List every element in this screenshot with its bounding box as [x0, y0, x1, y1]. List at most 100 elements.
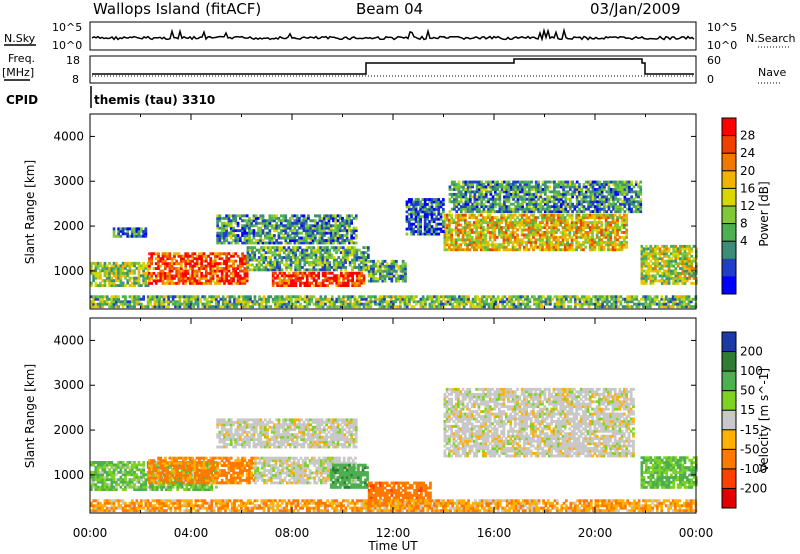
- heatmap-cell: [332, 256, 336, 259]
- heatmap-cell: [407, 205, 411, 209]
- heatmap-cell: [645, 281, 648, 285]
- heatmap-cell: [530, 188, 534, 191]
- heatmap-cell: [612, 200, 615, 204]
- heatmap-cell: [596, 190, 599, 194]
- heatmap-cell: [175, 269, 178, 273]
- heatmap-cell: [421, 232, 425, 236]
- heatmap-cell: [498, 185, 502, 189]
- heatmap-cell: [304, 231, 308, 235]
- heatmap-cell: [320, 216, 324, 220]
- heatmap-cell: [554, 223, 558, 227]
- heatmap-cell: [303, 258, 307, 262]
- heatmap-cell: [268, 221, 272, 225]
- heatmap-cell: [274, 305, 277, 309]
- heatmap-cell: [94, 281, 98, 285]
- heatmap-cell: [133, 300, 136, 304]
- heatmap-cell: [250, 221, 253, 225]
- heatmap-cell: [443, 221, 447, 224]
- heatmap-cell: [541, 231, 544, 234]
- heatmap-cell: [352, 229, 356, 233]
- heatmap-cell: [110, 302, 114, 306]
- heatmap-cell: [255, 258, 259, 262]
- heatmap-cell: [464, 205, 468, 209]
- heatmap-cell: [198, 269, 201, 273]
- heatmap-cell: [277, 236, 281, 240]
- heatmap-cell: [194, 302, 198, 306]
- heatmap-cell: [286, 224, 290, 228]
- heatmap-cell: [224, 300, 227, 304]
- heatmap-cell: [681, 281, 685, 285]
- heatmap-cell: [591, 188, 595, 191]
- heatmap-cell: [532, 228, 535, 232]
- heatmap-cell: [229, 226, 233, 230]
- heatmap-cell: [613, 231, 617, 234]
- heatmap-cell: [146, 305, 150, 309]
- heatmap-cell: [554, 248, 558, 252]
- heatmap-cell: [534, 205, 538, 209]
- heatmap-cell: [566, 221, 569, 224]
- heatmap-cell: [461, 218, 465, 222]
- heatmap-cell: [584, 235, 588, 239]
- heatmap-cell: [117, 232, 120, 236]
- heatmap-cell: [309, 226, 313, 230]
- heatmap-cell: [458, 305, 461, 309]
- heatmap-cell: [353, 305, 357, 309]
- heatmap-cell: [480, 300, 484, 304]
- heatmap-cell: [660, 274, 664, 278]
- heatmap-cell: [468, 233, 472, 237]
- heatmap-cell: [253, 266, 257, 269]
- heatmap-cell: [260, 256, 263, 259]
- heatmap-cell: [625, 216, 628, 220]
- heatmap-cell: [353, 271, 357, 275]
- heatmap-cell: [611, 245, 615, 249]
- heatmap-cell: [514, 188, 518, 191]
- heatmap-cell: [292, 251, 295, 255]
- heatmap-cell: [157, 267, 160, 270]
- heatmap-cell: [130, 284, 134, 287]
- heatmap-cell: [571, 185, 574, 189]
- heatmap-cell: [471, 190, 474, 194]
- heatmap-cell: [348, 241, 351, 245]
- heatmap-cell: [455, 202, 459, 206]
- heatmap-cell: [532, 197, 536, 201]
- heatmap-cell: [623, 221, 626, 224]
- heatmap-cell: [428, 220, 431, 224]
- heatmap-cell: [470, 245, 474, 249]
- heatmap-cell: [280, 256, 284, 259]
- heatmap-cell: [480, 210, 484, 214]
- heatmap-cell: [564, 195, 568, 199]
- heatmap-cell: [665, 281, 669, 285]
- heatmap-cell: [451, 305, 454, 309]
- heatmap-cell: [185, 305, 189, 309]
- heatmap-cell: [319, 281, 323, 285]
- heatmap-cell: [110, 269, 114, 273]
- heatmap-cell: [312, 302, 316, 306]
- heatmap-cell: [430, 232, 434, 236]
- heatmap-cell: [473, 240, 476, 244]
- heatmap-cell: [649, 274, 653, 278]
- heatmap-cell: [500, 226, 503, 229]
- heatmap-cell: [390, 262, 394, 266]
- heatmap-cell: [509, 195, 513, 199]
- heatmap-cell: [611, 228, 615, 232]
- heatmap-cell: [548, 210, 552, 214]
- heatmap-cell: [625, 188, 629, 191]
- heatmap-cell: [266, 221, 269, 225]
- heatmap-cell: [557, 185, 561, 189]
- heatmap-cell: [598, 226, 601, 229]
- heatmap-cell: [619, 202, 622, 206]
- heatmap-cell: [218, 257, 222, 261]
- heatmap-cell: [115, 297, 118, 301]
- heatmap-cell: [304, 224, 308, 228]
- heatmap-cell: [616, 185, 620, 189]
- heatmap-cell: [261, 214, 265, 218]
- heatmap-cell: [101, 302, 105, 306]
- heatmap-cell: [450, 207, 454, 211]
- heatmap-cell: [353, 261, 357, 264]
- heatmap-cell: [484, 192, 488, 196]
- heatmap-cell: [685, 247, 689, 251]
- heatmap-cell: [339, 268, 343, 272]
- heatmap-cell: [267, 256, 270, 259]
- heatmap-cell: [168, 257, 172, 261]
- heatmap-cell: [541, 213, 544, 217]
